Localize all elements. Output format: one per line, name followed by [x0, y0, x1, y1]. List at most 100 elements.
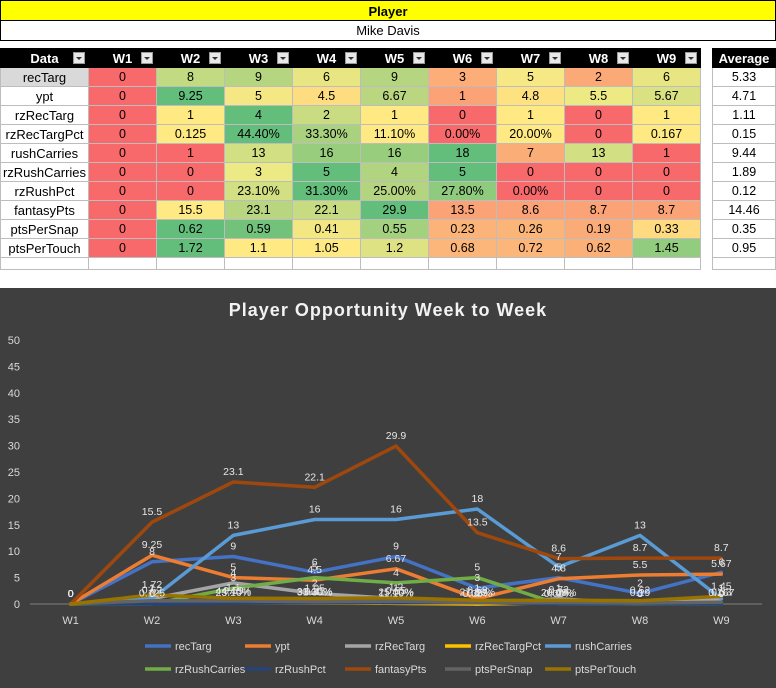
- table-cell[interactable]: 5: [224, 86, 293, 106]
- table-cell[interactable]: 11.10%: [360, 124, 429, 144]
- table-cell[interactable]: 2: [564, 67, 633, 87]
- table-cell[interactable]: 0.68: [428, 238, 497, 258]
- average-cell[interactable]: 0.12: [712, 181, 776, 201]
- column-header-w3[interactable]: W3: [224, 48, 293, 68]
- table-cell[interactable]: 5: [292, 162, 361, 182]
- average-cell[interactable]: 1.11: [712, 105, 776, 125]
- table-cell[interactable]: 0: [564, 181, 633, 201]
- average-cell[interactable]: 0.15: [712, 124, 776, 144]
- row-label[interactable]: recTarg: [0, 67, 89, 87]
- table-cell[interactable]: 1: [632, 143, 701, 163]
- table-cell[interactable]: 0: [88, 200, 157, 220]
- column-header-w2[interactable]: W2: [156, 48, 225, 68]
- table-cell[interactable]: 0: [88, 86, 157, 106]
- table-cell[interactable]: [88, 257, 157, 270]
- table-cell[interactable]: 0.41: [292, 219, 361, 239]
- table-cell[interactable]: 0: [88, 67, 157, 87]
- table-cell[interactable]: 0.00%: [428, 124, 497, 144]
- row-label[interactable]: fantasyPts: [0, 200, 89, 220]
- table-cell[interactable]: 8: [156, 67, 225, 87]
- column-header-w6[interactable]: W6: [428, 48, 497, 68]
- table-cell[interactable]: [224, 257, 293, 270]
- table-cell[interactable]: 1: [156, 143, 225, 163]
- table-cell[interactable]: 1.2: [360, 238, 429, 258]
- chart-area[interactable]: Player Opportunity Week to Week 0 5 10 15 20…: [0, 288, 776, 688]
- table-cell[interactable]: [360, 257, 429, 270]
- column-header-w7[interactable]: W7: [496, 48, 565, 68]
- table-cell[interactable]: 27.80%: [428, 181, 497, 201]
- table-cell[interactable]: [632, 257, 701, 270]
- row-label[interactable]: rushCarries: [0, 143, 89, 163]
- table-cell[interactable]: 0.55: [360, 219, 429, 239]
- table-cell[interactable]: 8.7: [564, 200, 633, 220]
- average-header[interactable]: Average: [712, 48, 776, 68]
- table-cell[interactable]: 4.5: [292, 86, 361, 106]
- column-header-w9[interactable]: W9: [632, 48, 701, 68]
- column-header-data[interactable]: Data: [0, 48, 89, 68]
- filter-dropdown-icon[interactable]: [481, 52, 493, 64]
- table-cell[interactable]: 1.1: [224, 238, 293, 258]
- row-label[interactable]: rzRushCarries: [0, 162, 89, 182]
- table-cell[interactable]: [0, 257, 89, 270]
- table-cell[interactable]: 23.1: [224, 200, 293, 220]
- filter-dropdown-icon[interactable]: [413, 52, 425, 64]
- table-cell[interactable]: 9: [224, 67, 293, 87]
- filter-dropdown-icon[interactable]: [209, 52, 221, 64]
- table-cell[interactable]: 5.67: [632, 86, 701, 106]
- table-cell[interactable]: 9.25: [156, 86, 225, 106]
- table-cell[interactable]: 6: [292, 67, 361, 87]
- average-cell[interactable]: 14.46: [712, 200, 776, 220]
- filter-dropdown-icon[interactable]: [345, 52, 357, 64]
- table-cell[interactable]: 6: [632, 67, 701, 87]
- table-cell[interactable]: 0: [564, 162, 633, 182]
- row-label[interactable]: rzRecTarg: [0, 105, 89, 125]
- filter-dropdown-icon[interactable]: [617, 52, 629, 64]
- table-cell[interactable]: 0: [88, 162, 157, 182]
- table-cell[interactable]: 16: [360, 143, 429, 163]
- table-cell[interactable]: 0: [632, 162, 701, 182]
- table-cell[interactable]: 0: [564, 124, 633, 144]
- table-cell[interactable]: 16: [292, 143, 361, 163]
- table-cell[interactable]: 13: [224, 143, 293, 163]
- table-cell[interactable]: 25.00%: [360, 181, 429, 201]
- table-cell[interactable]: 5: [496, 67, 565, 87]
- table-cell[interactable]: 0: [156, 181, 225, 201]
- row-label[interactable]: ptsPerSnap: [0, 219, 89, 239]
- table-cell[interactable]: 5.5: [564, 86, 633, 106]
- table-cell[interactable]: 4.8: [496, 86, 565, 106]
- table-cell[interactable]: 0.125: [156, 124, 225, 144]
- column-header-w1[interactable]: W1: [88, 48, 157, 68]
- filter-dropdown-icon[interactable]: [549, 52, 561, 64]
- table-cell[interactable]: 29.9: [360, 200, 429, 220]
- table-cell[interactable]: [496, 257, 565, 270]
- table-cell[interactable]: 4: [224, 105, 293, 125]
- table-cell[interactable]: 2: [292, 105, 361, 125]
- table-cell[interactable]: 3: [224, 162, 293, 182]
- column-header-w8[interactable]: W8: [564, 48, 633, 68]
- table-cell[interactable]: 5: [428, 162, 497, 182]
- table-cell[interactable]: 0.23: [428, 219, 497, 239]
- column-header-w5[interactable]: W5: [360, 48, 429, 68]
- table-cell[interactable]: 0: [88, 105, 157, 125]
- table-cell[interactable]: 0: [88, 238, 157, 258]
- table-cell[interactable]: 0: [88, 181, 157, 201]
- table-cell[interactable]: 7: [496, 143, 565, 163]
- table-cell[interactable]: [156, 257, 225, 270]
- table-cell[interactable]: 15.5: [156, 200, 225, 220]
- table-cell[interactable]: 6.67: [360, 86, 429, 106]
- filter-dropdown-icon[interactable]: [73, 52, 85, 64]
- average-cell[interactable]: 0.95: [712, 238, 776, 258]
- table-cell[interactable]: [292, 257, 361, 270]
- table-cell[interactable]: 9: [360, 67, 429, 87]
- column-header-w4[interactable]: W4: [292, 48, 361, 68]
- filter-dropdown-icon[interactable]: [277, 52, 289, 64]
- table-cell[interactable]: 18: [428, 143, 497, 163]
- table-cell[interactable]: 1: [360, 105, 429, 125]
- table-cell[interactable]: 0.26: [496, 219, 565, 239]
- table-cell[interactable]: 8.7: [632, 200, 701, 220]
- table-cell[interactable]: 0: [632, 181, 701, 201]
- average-cell[interactable]: 0.35: [712, 219, 776, 239]
- table-cell[interactable]: 13: [564, 143, 633, 163]
- table-cell[interactable]: 0: [496, 162, 565, 182]
- table-cell[interactable]: 1.45: [632, 238, 701, 258]
